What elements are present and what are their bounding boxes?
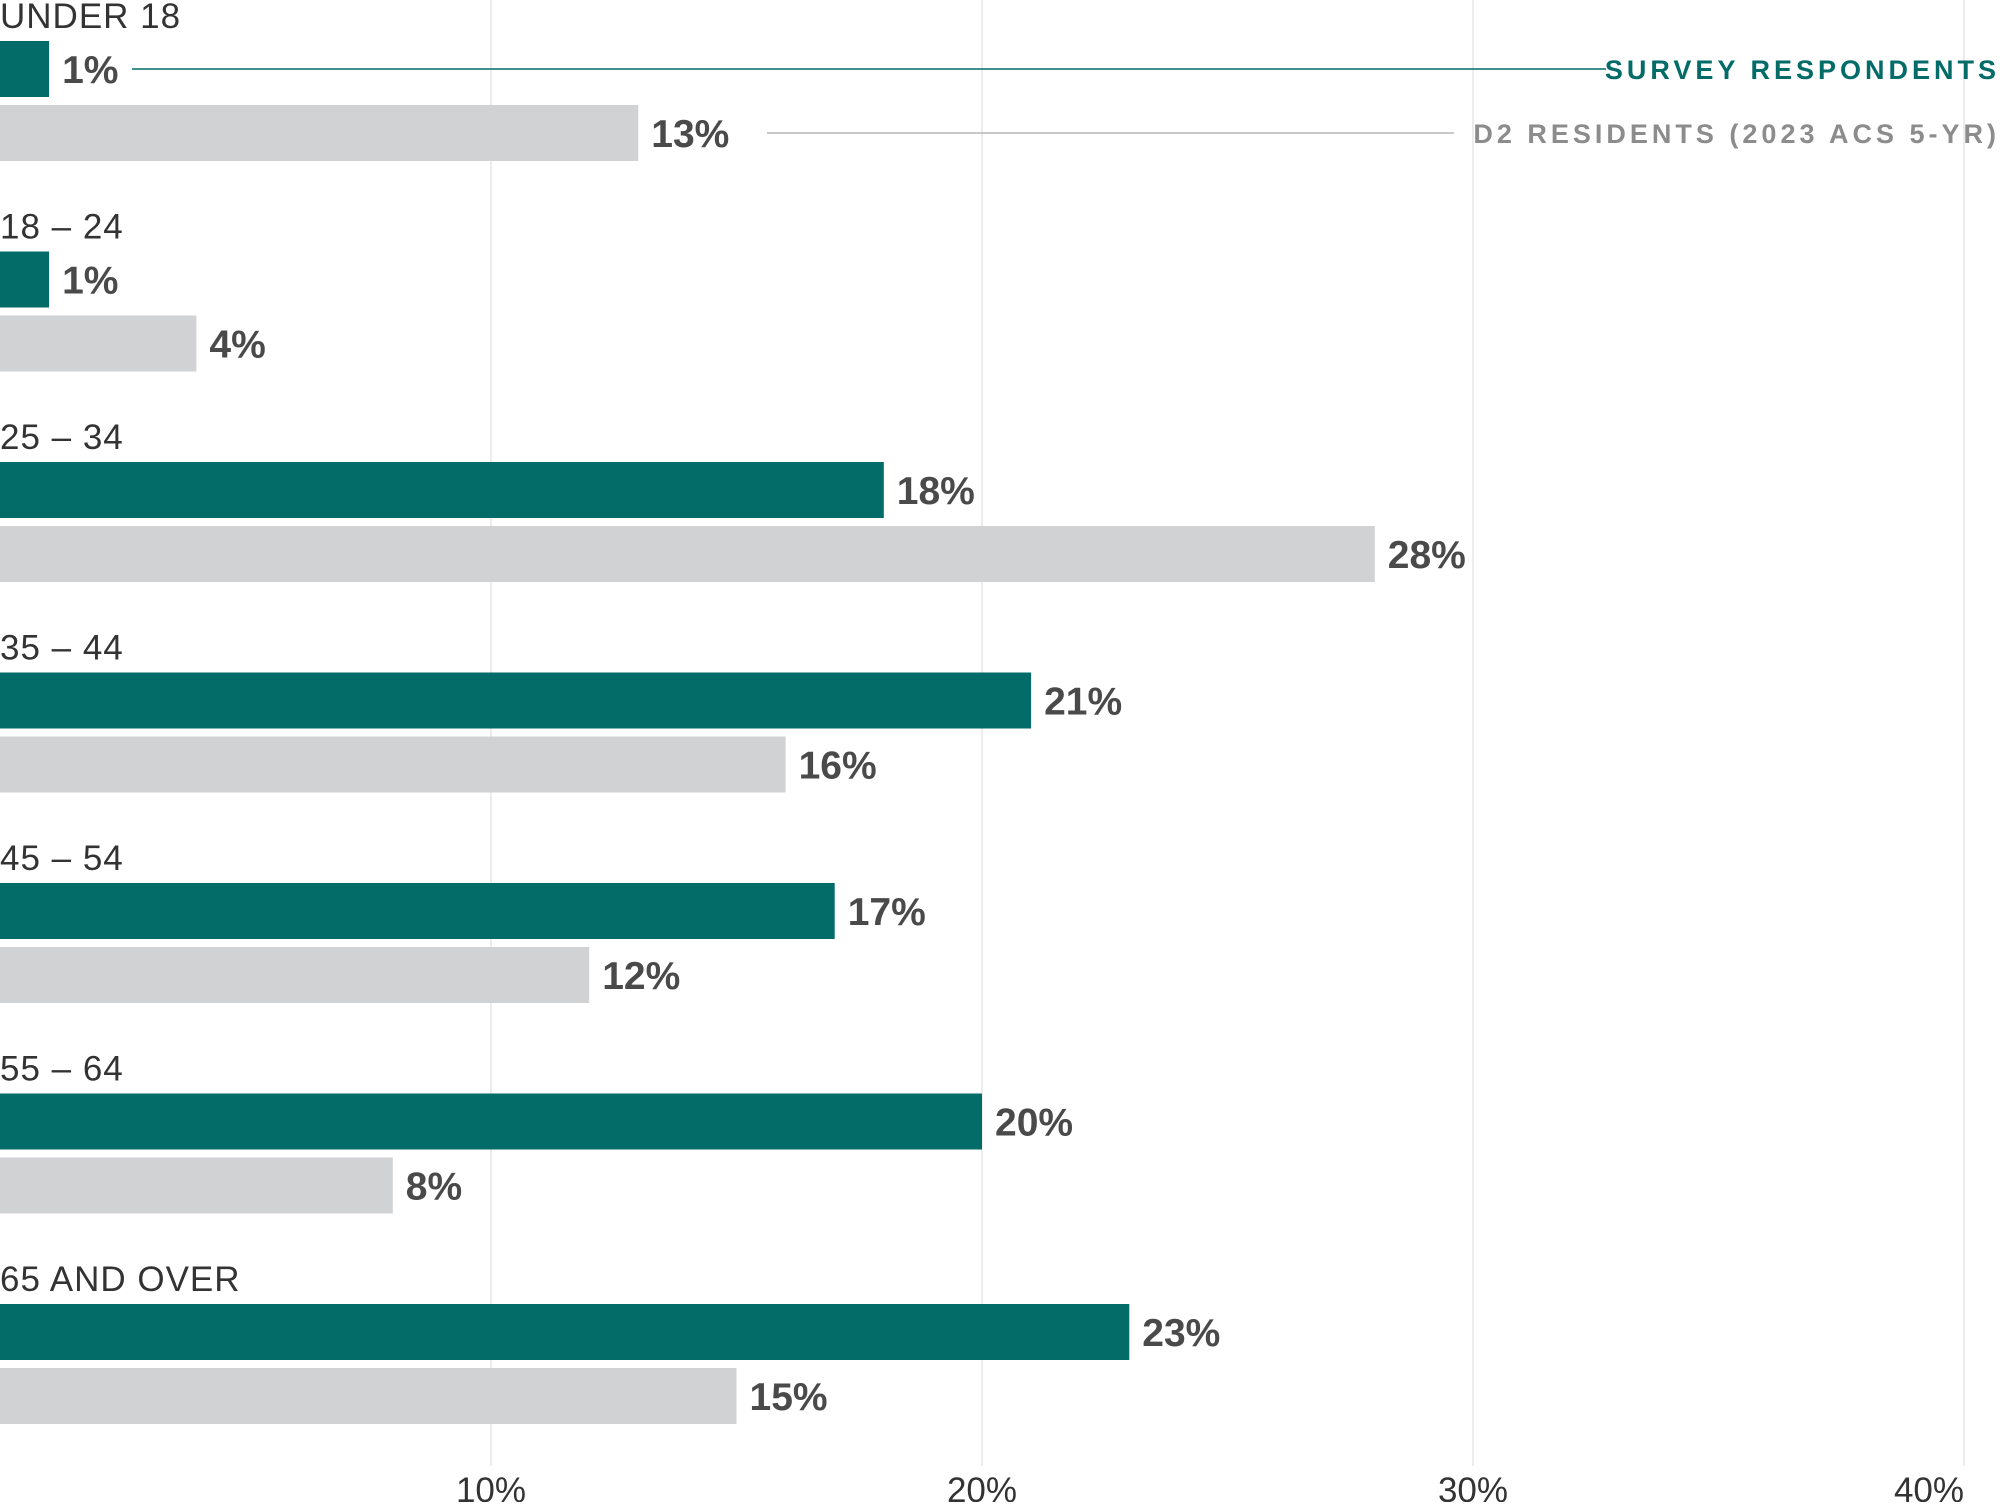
- data-label: 28%: [1388, 534, 1466, 577]
- data-label: 16%: [799, 745, 877, 788]
- legend-label-d2-residents: D2 RESIDENTS (2023 ACS 5-YR): [1473, 119, 2000, 149]
- category-label: UNDER 18: [0, 0, 181, 36]
- data-label: 13%: [651, 113, 729, 156]
- data-label: 18%: [897, 470, 975, 513]
- data-label: 1%: [62, 49, 118, 92]
- bar-d2-residents: [0, 736, 786, 793]
- data-label: 8%: [406, 1166, 462, 1209]
- data-label: 4%: [209, 324, 265, 367]
- bar-d2-residents: [0, 105, 639, 161]
- bar-d2-residents: [0, 947, 590, 1003]
- bar-d2-residents: [0, 1368, 737, 1424]
- bar-survey-respondents: [0, 1304, 1130, 1360]
- bar-d2-residents: [0, 315, 197, 372]
- bar-survey-respondents: [0, 1093, 982, 1150]
- bar-survey-respondents: [0, 41, 50, 97]
- bar-survey-respondents: [0, 251, 50, 308]
- data-label: 23%: [1142, 1312, 1220, 1355]
- data-label: 12%: [602, 955, 680, 998]
- legend: SURVEY RESPONDENTS D2 RESIDENTS (2023 ACS…: [132, 55, 2000, 149]
- x-axis-ticks: 10% 20% 30% 40%: [456, 1471, 1964, 1507]
- category-label: 55 – 64: [0, 1050, 124, 1089]
- data-label: 20%: [995, 1102, 1073, 1145]
- gridlines: [490, 0, 1965, 1466]
- x-tick-label: 10%: [456, 1471, 526, 1502]
- bars: [0, 41, 1375, 1424]
- data-label: 1%: [62, 260, 118, 303]
- category-label: 25 – 34: [0, 418, 124, 457]
- bar-d2-residents: [0, 1157, 393, 1214]
- value-labels: 1% 13% 1% 4% 18% 28% 21% 16% 17% 12% 20% 8% 23% 15%: [62, 49, 1466, 1419]
- data-label: 15%: [750, 1376, 828, 1419]
- x-tick-label: 30%: [1438, 1471, 1508, 1502]
- bar-survey-respondents: [0, 462, 884, 518]
- data-label: 21%: [1044, 681, 1122, 724]
- bar-survey-respondents: [0, 883, 835, 939]
- category-label: 35 – 44: [0, 629, 124, 668]
- x-tick-label: 20%: [947, 1471, 1017, 1502]
- category-labels: UNDER 18 18 – 24 25 – 34 35 – 44 45 – 54 55 –…: [0, 0, 241, 1299]
- data-label: 17%: [848, 891, 926, 934]
- bar-survey-respondents: [0, 672, 1032, 729]
- x-tick-label: 40%: [1894, 1471, 1964, 1502]
- legend-label-survey-respondents: SURVEY RESPONDENTS: [1605, 55, 2000, 85]
- category-label: 18 – 24: [0, 208, 124, 247]
- bar-d2-residents: [0, 526, 1375, 582]
- category-label: 45 – 54: [0, 839, 124, 878]
- category-label: 65 AND OVER: [0, 1260, 241, 1299]
